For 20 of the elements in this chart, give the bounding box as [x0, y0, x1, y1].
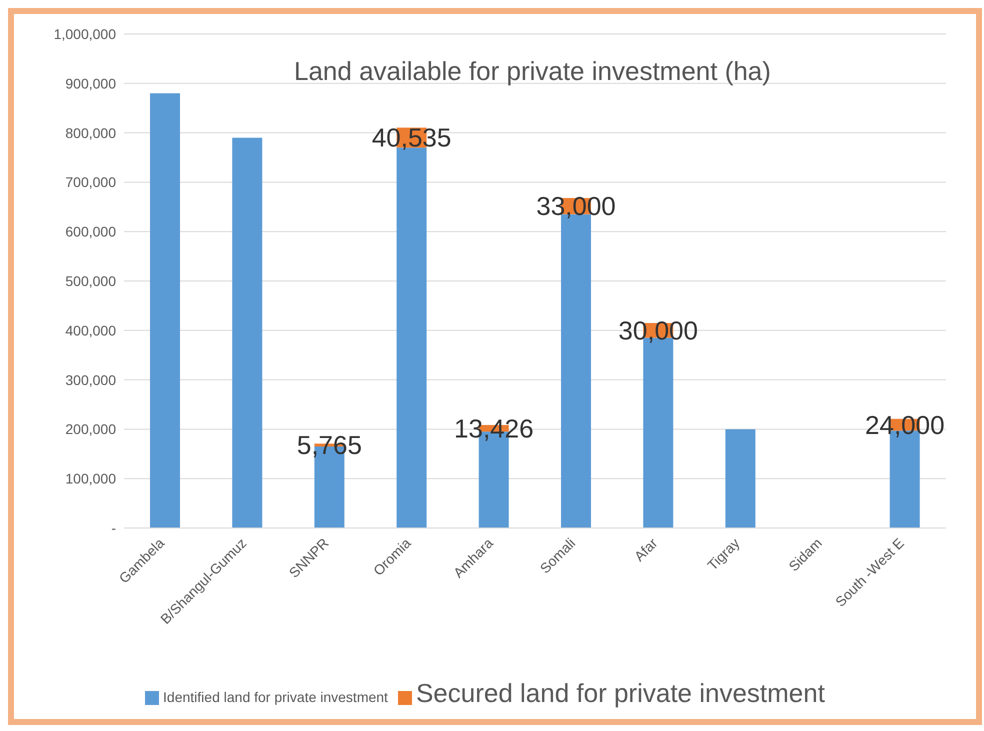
- bar: [150, 93, 180, 528]
- y-tick-label: 300,000: [65, 372, 116, 388]
- data-label: 13,426: [454, 413, 534, 444]
- y-tick-label: 400,000: [65, 322, 116, 338]
- y-tick-label: 900,000: [65, 75, 116, 92]
- y-tick-label: 100,000: [65, 470, 116, 487]
- y-tick-label: 600,000: [65, 224, 116, 240]
- bar: [725, 429, 756, 528]
- y-tick-label: 800,000: [65, 124, 116, 141]
- x-tick-label: Afar: [630, 534, 661, 564]
- legend-label: Identified land for private investment: [163, 689, 388, 705]
- legend-label: Secured land for private investment: [416, 678, 825, 708]
- y-tick-label: 700,000: [65, 174, 116, 190]
- y-tick-label: 1,000,000: [54, 26, 116, 42]
- bar: [232, 138, 262, 528]
- data-label: 5,765: [296, 430, 362, 460]
- y-tick-label: -: [111, 520, 116, 536]
- text: Land available for private investment (ha): [294, 56, 771, 87]
- y-tick-label: 200,000: [65, 421, 116, 438]
- y-tick-label: 500,000: [65, 272, 116, 289]
